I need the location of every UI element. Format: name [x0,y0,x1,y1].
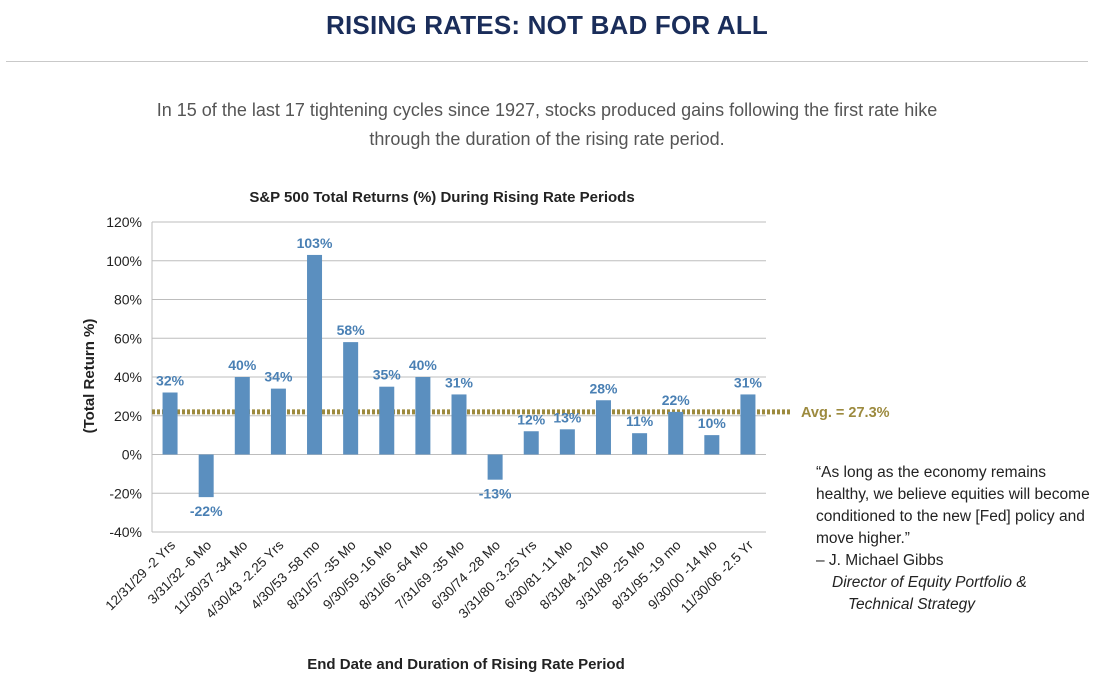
bar [307,254,323,455]
quote-block: “As long as the economy remains healthy,… [816,462,1091,616]
y-tick-label: 80% [114,292,142,308]
quote-text: “As long as the economy remains healthy,… [816,464,1090,547]
data-label: 12% [517,411,546,427]
gridlines: -40% -20% 0% 20% 40% 60% 80% 100% 120% [106,214,766,540]
bar [595,400,611,455]
y-tick-label: -20% [109,485,142,501]
bars [162,254,756,498]
y-tick-label: 100% [106,253,142,269]
y-tick-label: 20% [114,408,142,424]
data-label: 11% [626,413,654,429]
bar [668,411,684,455]
bar [270,388,286,455]
data-label: 31% [734,374,763,390]
data-label: -13% [479,486,512,502]
bar [162,392,178,455]
y-tick-label: -40% [109,524,142,540]
data-label: 40% [228,357,257,373]
data-label: 10% [698,415,727,431]
data-label: 35% [373,367,402,383]
data-label: 34% [264,369,293,385]
data-label: 40% [409,357,438,373]
x-axis-label: End Date and Duration of Rising Rate Per… [307,656,625,673]
y-tick-label: 60% [114,330,142,346]
bar [451,394,467,455]
y-tick-label: 120% [106,214,142,230]
bar [632,433,648,455]
chart-title: S&P 500 Total Returns (%) During Rising … [249,189,634,206]
bar [740,394,756,455]
data-label: 22% [662,392,691,408]
quote-role-line-1: Director of Equity Portfolio & [832,574,1027,591]
bar [379,386,395,455]
y-axis-label: (Total Return %) [81,319,98,434]
bar [234,377,250,455]
data-label: 31% [445,374,474,390]
bar [704,435,720,455]
bar [343,342,359,455]
average-line-group: Avg. = 27.3% [152,405,890,421]
quote-role-line-2: Technical Strategy [848,596,975,613]
subtitle-line-1: In 15 of the last 17 tightening cycles s… [156,100,938,120]
data-label: 13% [553,409,582,425]
subtitle-line-2: through the duration of the rising rate … [369,129,725,149]
average-label: Avg. = 27.3% [801,405,890,421]
title-divider [6,61,1088,62]
data-label: 58% [337,322,366,338]
quote-attribution: – J. Michael Gibbs [816,552,944,569]
data-labels: 32% -22% 40% 34% 103% 58% 35% 40% 31% -13% 12% 13% 2… [156,235,762,519]
page-title: RISING RATES: NOT BAD FOR ALL [326,10,768,40]
bar [487,454,503,480]
data-label: 32% [156,373,185,389]
data-label: 28% [589,380,618,396]
data-label: -22% [190,503,223,519]
y-tick-label: 0% [122,447,142,463]
bar [415,377,431,455]
data-label: 103% [297,235,333,251]
bar [523,431,539,455]
bar [198,454,214,498]
bar [559,429,575,455]
y-tick-label: 40% [114,369,142,385]
